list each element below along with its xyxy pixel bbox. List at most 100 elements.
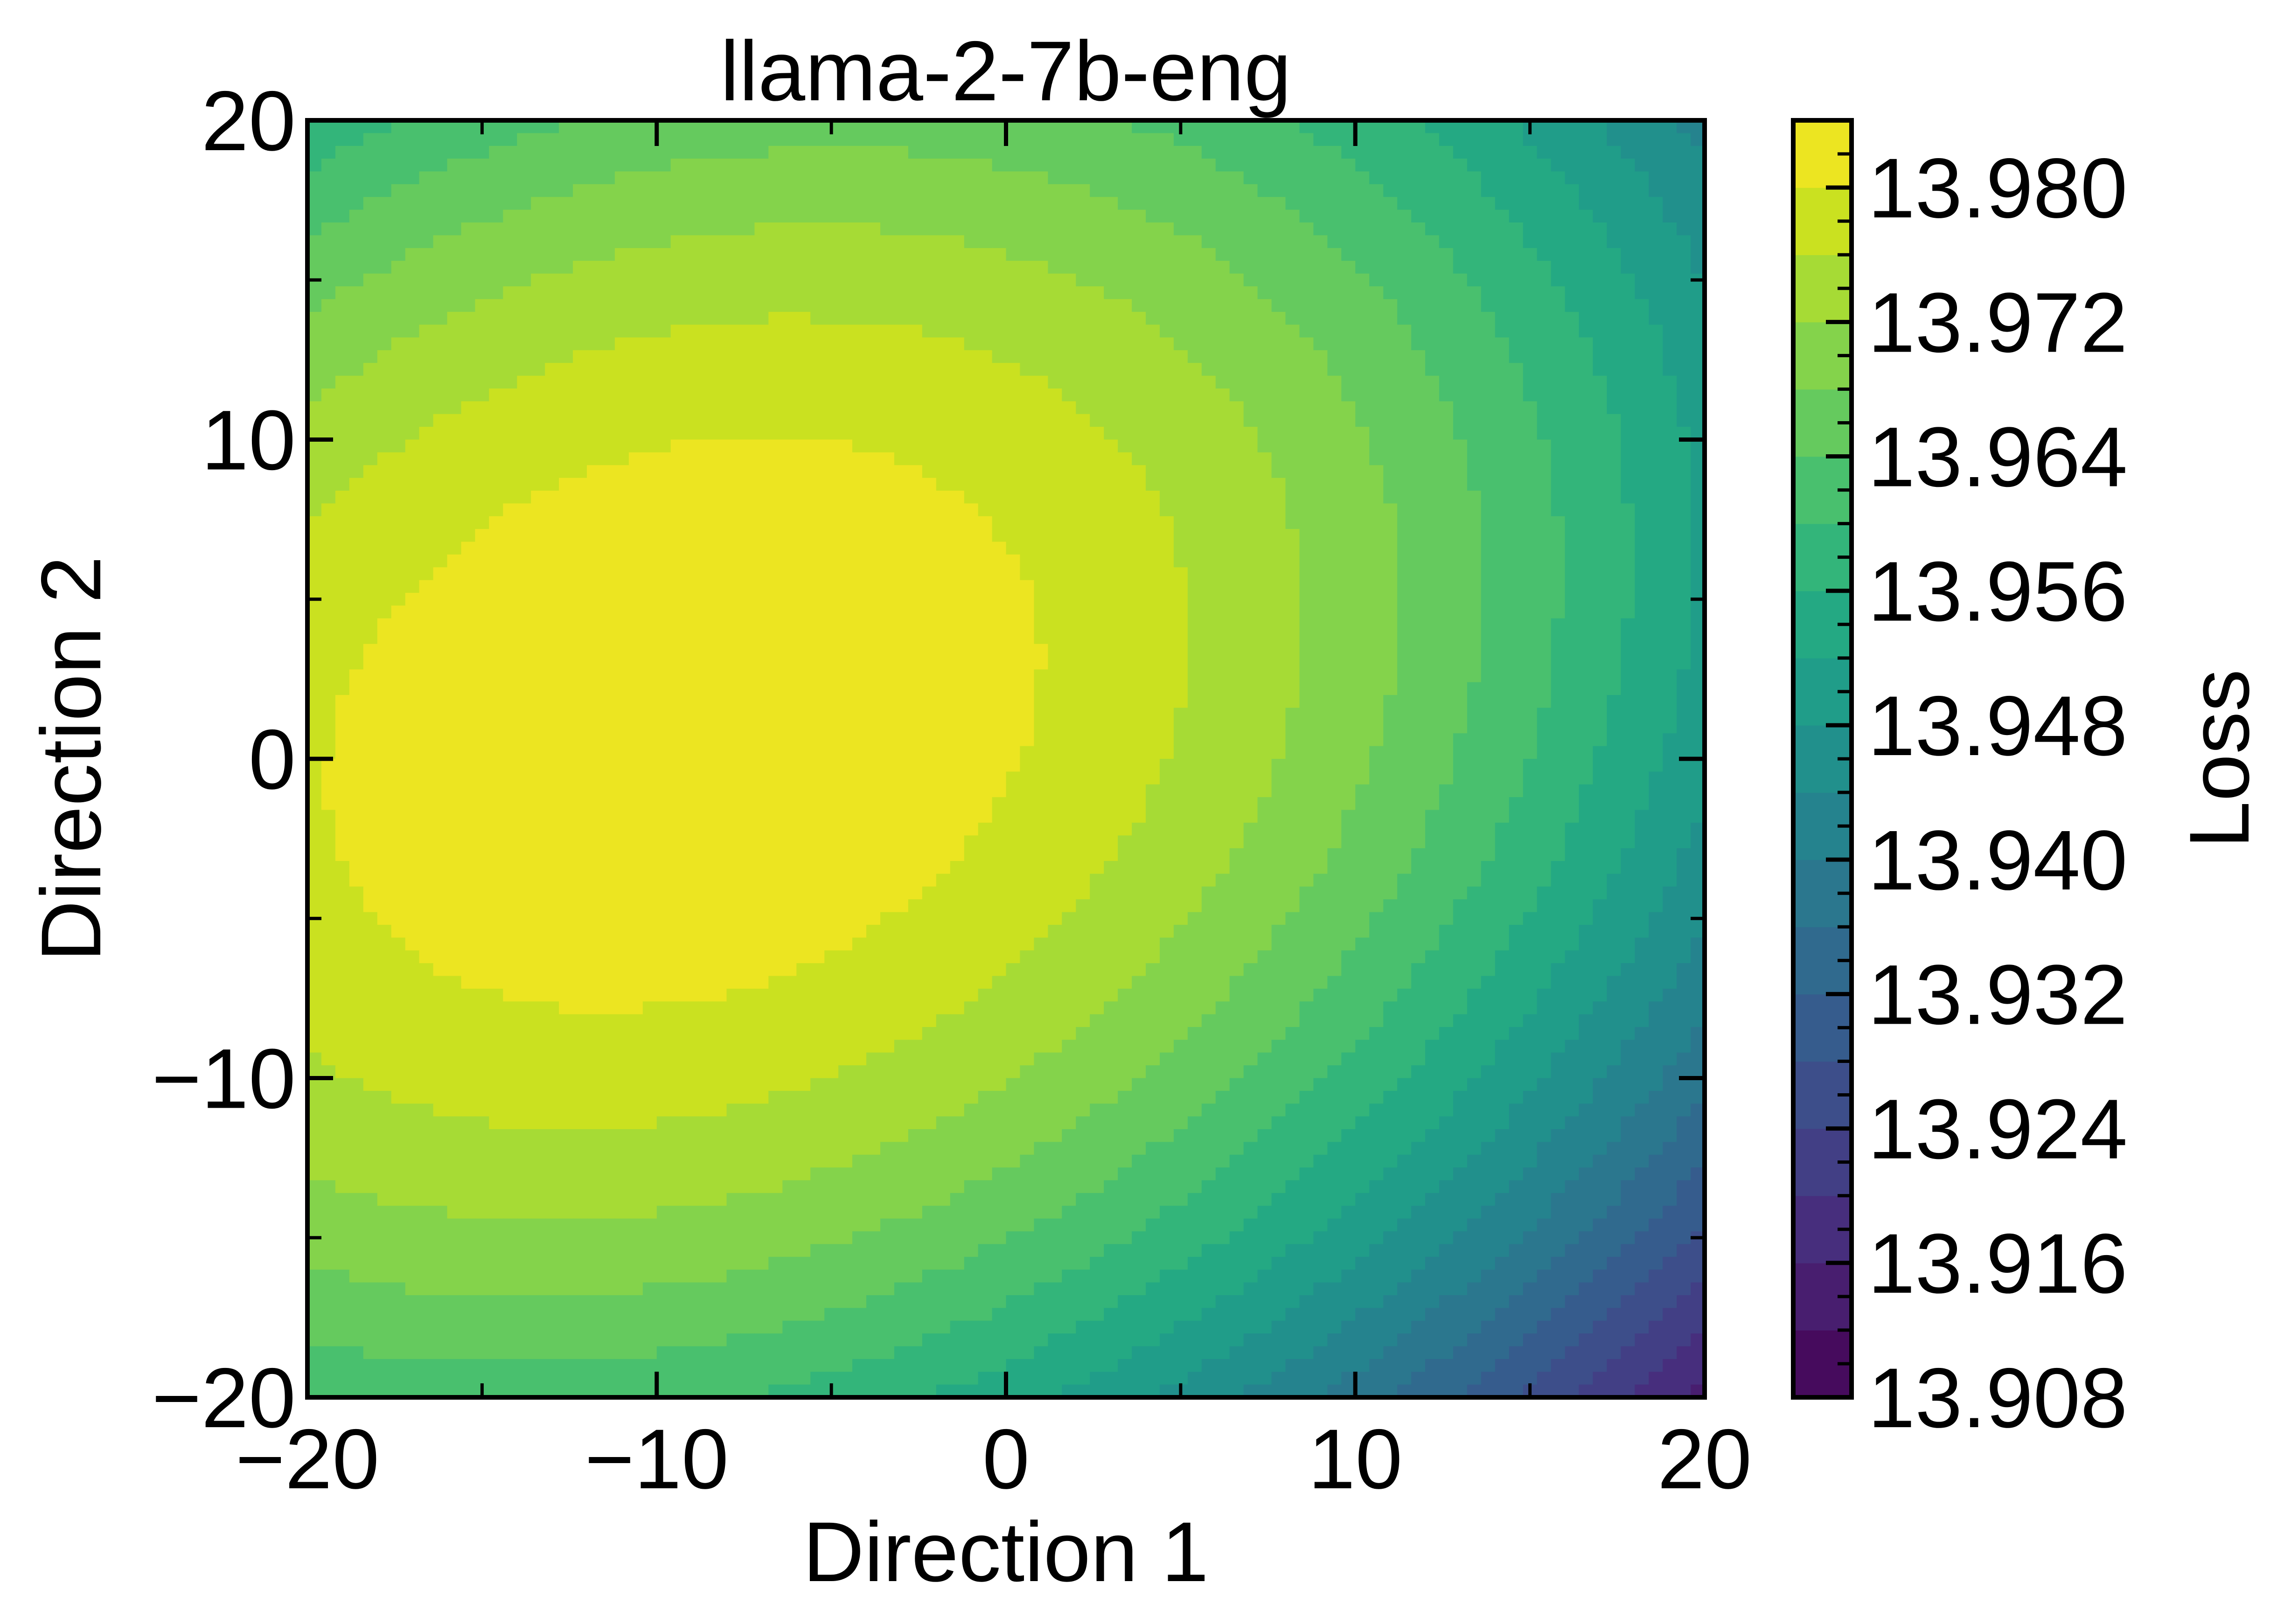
contour-cell: [1453, 567, 1468, 581]
contour-cell: [1118, 733, 1132, 747]
contour-cell: [1090, 491, 1104, 504]
contour-cell: [950, 669, 965, 683]
contour-cell: [391, 337, 406, 351]
contour-cell: [1453, 350, 1468, 364]
contour-cell: [1187, 503, 1202, 517]
contour-cell: [1132, 452, 1146, 466]
contour-cell: [1369, 554, 1384, 568]
contour-cell: [419, 375, 434, 389]
contour-cell: [824, 209, 839, 223]
contour-cell: [950, 516, 965, 530]
contour-cell: [419, 618, 434, 632]
contour-cell: [1397, 452, 1412, 466]
contour-cell: [768, 389, 783, 402]
contour-cell: [1132, 580, 1146, 593]
contour-cell: [642, 605, 657, 619]
contour-cell: [405, 491, 420, 504]
contour-cell: [1509, 197, 1524, 210]
contour-cell: [1146, 171, 1160, 185]
contour-cell: [1537, 605, 1552, 619]
contour-cell: [1411, 146, 1426, 160]
contour-cell: [545, 197, 559, 210]
contour-cell: [1677, 720, 1691, 734]
contour-cell: [1383, 618, 1398, 632]
contour-cell: [852, 491, 867, 504]
contour-cell: [573, 708, 587, 721]
contour-cell: [1677, 631, 1691, 645]
contour-cell: [1285, 375, 1300, 389]
contour-cell: [405, 350, 420, 364]
contour-cell: [642, 401, 657, 415]
contour-cell: [1509, 491, 1524, 504]
contour-cell: [1146, 427, 1160, 440]
contour-cell: [489, 567, 504, 581]
contour-cell: [349, 299, 364, 312]
contour-cell: [1565, 363, 1580, 376]
contour-cell: [1271, 567, 1286, 581]
contour-cell: [866, 503, 881, 517]
contour-cell: [321, 414, 336, 427]
contour-cell: [656, 312, 671, 325]
contour-cell: [1229, 312, 1244, 325]
contour-cell: [1229, 389, 1244, 402]
contour-cell: [1062, 605, 1077, 619]
contour-cell: [1495, 593, 1510, 606]
contour-cell: [1257, 248, 1272, 262]
contour-cell: [964, 209, 979, 223]
contour-cell: [601, 554, 615, 568]
contour-cell: [405, 133, 420, 146]
contour-cell: [349, 261, 364, 274]
contour-cell: [1076, 733, 1091, 747]
contour-cell: [1579, 644, 1594, 657]
contour-cell: [1481, 746, 1496, 759]
contour-cell: [1369, 618, 1384, 632]
contour-cell: [363, 580, 378, 593]
contour-cell: [1579, 541, 1594, 555]
contour-cell: [1453, 414, 1468, 427]
contour-cell: [601, 593, 615, 606]
contour-cell: [656, 209, 671, 223]
contour-cell: [587, 695, 601, 708]
contour-cell: [894, 209, 909, 223]
contour-cell: [461, 478, 476, 491]
contour-cell: [1523, 720, 1538, 734]
contour-cell: [1551, 452, 1566, 466]
contour-cell: [1621, 618, 1636, 632]
contour-cell: [1551, 375, 1566, 389]
contour-cell: [349, 133, 364, 146]
contour-cell: [1453, 682, 1468, 695]
contour-cell: [1593, 222, 1608, 236]
contour-cell: [866, 516, 881, 530]
contour-cell: [1565, 580, 1580, 593]
contour-cell: [614, 414, 629, 427]
contour-cell: [1118, 529, 1132, 542]
contour-cell: [1132, 363, 1146, 376]
contour-cell: [559, 580, 573, 593]
contour-cell: [978, 618, 993, 632]
contour-cell: [866, 197, 881, 210]
contour-cell: [559, 491, 573, 504]
contour-cell: [1593, 209, 1608, 223]
contour-cell: [1649, 452, 1663, 466]
contour-cell: [740, 593, 755, 606]
contour-cell: [1677, 146, 1691, 160]
contour-cell: [1285, 503, 1300, 517]
contour-cell: [922, 363, 937, 376]
contour-cell: [363, 184, 378, 198]
contour-cell: [1467, 746, 1482, 759]
contour-cell: [391, 248, 406, 262]
contour-cell: [1593, 669, 1608, 683]
contour-cell: [1621, 605, 1636, 619]
contour-cell: [573, 465, 587, 479]
contour-cell: [1481, 248, 1496, 262]
contour-cell: [1355, 171, 1370, 185]
contour-cell: [1495, 159, 1510, 172]
contour-cell: [1369, 746, 1384, 759]
contour-cell: [880, 669, 895, 683]
contour-cell: [447, 541, 462, 555]
contour-cell: [405, 273, 420, 287]
contour-cell: [768, 452, 783, 466]
contour-cell: [503, 478, 518, 491]
contour-cell: [601, 273, 615, 287]
contour-cell: [419, 491, 434, 504]
